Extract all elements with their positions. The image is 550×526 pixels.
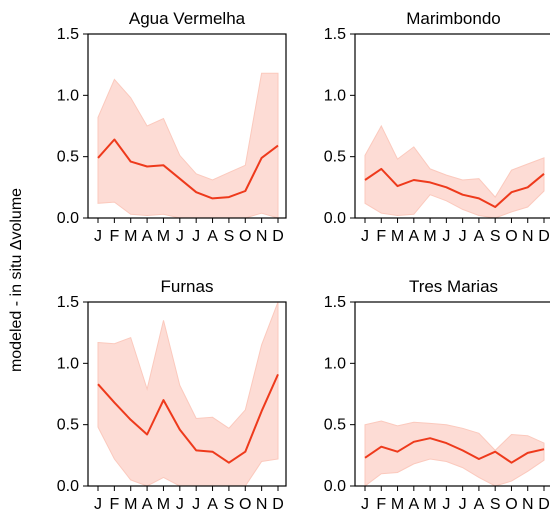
panel-title: Furnas — [161, 277, 214, 296]
x-tick-label: J — [361, 496, 369, 513]
y-tick-label: 0.5 — [324, 149, 346, 166]
series-line — [97, 373, 279, 464]
x-tick-label: J — [459, 496, 467, 513]
axes-frame — [354, 301, 550, 487]
y-tick-label: 0.0 — [57, 478, 79, 495]
panel-title: Marimbondo — [406, 9, 501, 28]
x-tick-label: A — [207, 496, 218, 513]
x-tick-label: A — [207, 228, 218, 245]
panel-title: Agua Vermelha — [129, 9, 246, 28]
x-tick-label: O — [505, 228, 517, 245]
uncertainty-band — [364, 124, 545, 219]
x-tick-label: N — [522, 496, 534, 513]
x-tick-label: M — [423, 496, 436, 513]
x-tick-label: F — [376, 496, 386, 513]
y-tick-label: 0.5 — [57, 417, 79, 434]
x-tick-label: A — [142, 496, 153, 513]
uncertainty-band — [364, 420, 545, 488]
x-tick-label: M — [423, 228, 436, 245]
y-tick-label: 1.5 — [324, 294, 346, 311]
y-tick-label: 1.0 — [324, 355, 346, 372]
y-tick-label: 1.0 — [57, 87, 79, 104]
x-tick-label: J — [442, 496, 450, 513]
x-tick-label: M — [391, 496, 404, 513]
series-line — [97, 138, 279, 200]
y-axis-label: modeled - in situ Δvolume — [8, 188, 25, 372]
x-tick-label: J — [442, 228, 450, 245]
x-tick-label: M — [391, 228, 404, 245]
x-tick-label: J — [94, 496, 102, 513]
x-tick-label: S — [224, 228, 235, 245]
x-tick-label: N — [256, 228, 268, 245]
y-tick-label: 1.0 — [324, 87, 346, 104]
x-tick-label: J — [459, 228, 467, 245]
x-tick-label: S — [490, 496, 501, 513]
x-tick-label: F — [109, 496, 119, 513]
x-tick-label: F — [109, 228, 119, 245]
y-tick-label: 1.5 — [324, 26, 346, 43]
x-tick-label: M — [124, 228, 137, 245]
axes-frame — [354, 33, 550, 219]
x-tick-label: D — [272, 496, 284, 513]
x-tick-label: J — [176, 228, 184, 245]
x-tick-label: J — [176, 496, 184, 513]
x-tick-label: D — [538, 228, 550, 245]
axes-frame — [87, 301, 287, 487]
x-tick-label: A — [408, 496, 419, 513]
x-tick-label: A — [142, 228, 153, 245]
y-tick-label: 0.0 — [324, 210, 346, 227]
y-tick-label: 1.5 — [57, 26, 79, 43]
x-tick-label: N — [256, 496, 268, 513]
x-tick-label: D — [538, 496, 550, 513]
x-tick-label: J — [94, 228, 102, 245]
x-tick-label: M — [157, 228, 170, 245]
uncertainty-band — [97, 301, 279, 487]
y-tick-label: 1.0 — [57, 355, 79, 372]
x-tick-label: J — [192, 228, 200, 245]
x-tick-label: J — [361, 228, 369, 245]
x-tick-label: F — [376, 228, 386, 245]
x-tick-label: A — [408, 228, 419, 245]
x-tick-label: O — [239, 228, 251, 245]
y-tick-label: 0.0 — [324, 478, 346, 495]
y-tick-label: 0.0 — [57, 210, 79, 227]
panel-title: Tres Marias — [409, 277, 498, 296]
y-tick-label: 0.5 — [57, 149, 79, 166]
x-tick-label: S — [490, 228, 501, 245]
x-tick-label: A — [474, 496, 485, 513]
x-tick-label: O — [505, 496, 517, 513]
x-tick-label: N — [522, 228, 534, 245]
x-tick-label: O — [239, 496, 251, 513]
x-tick-label: S — [224, 496, 235, 513]
axes-frame — [87, 33, 287, 219]
x-tick-label: A — [474, 228, 485, 245]
y-tick-label: 0.5 — [324, 417, 346, 434]
y-tick-label: 1.5 — [57, 294, 79, 311]
x-tick-label: J — [192, 496, 200, 513]
x-tick-label: D — [272, 228, 284, 245]
uncertainty-band — [97, 72, 279, 219]
series-line — [364, 437, 545, 464]
series-line — [364, 167, 545, 208]
x-tick-label: M — [124, 496, 137, 513]
x-tick-label: M — [157, 496, 170, 513]
